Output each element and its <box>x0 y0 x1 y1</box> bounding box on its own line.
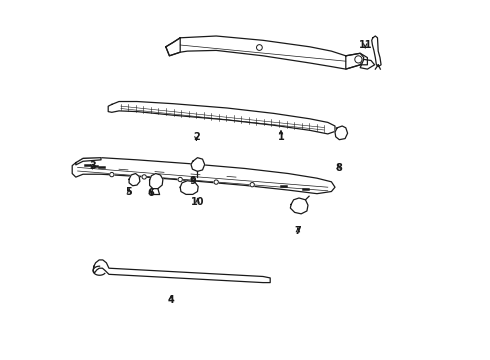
Text: 5: 5 <box>126 187 132 197</box>
Polygon shape <box>149 174 163 189</box>
Text: 1: 1 <box>278 132 284 142</box>
Polygon shape <box>335 126 347 140</box>
Text: 2: 2 <box>193 132 200 142</box>
Text: 10: 10 <box>191 197 204 207</box>
Polygon shape <box>108 102 335 134</box>
Text: 9: 9 <box>190 176 196 186</box>
Polygon shape <box>93 260 270 283</box>
Text: 6: 6 <box>147 188 154 198</box>
Text: 11: 11 <box>359 40 372 50</box>
Polygon shape <box>76 158 101 165</box>
Polygon shape <box>291 198 308 214</box>
Circle shape <box>178 177 182 182</box>
Polygon shape <box>191 158 205 171</box>
Polygon shape <box>372 36 381 67</box>
Circle shape <box>355 56 362 63</box>
Polygon shape <box>72 158 335 194</box>
Text: 4: 4 <box>168 294 174 305</box>
Text: 7: 7 <box>294 226 301 236</box>
Circle shape <box>257 45 262 50</box>
Polygon shape <box>129 174 140 186</box>
Polygon shape <box>180 181 198 194</box>
Circle shape <box>110 172 114 177</box>
Polygon shape <box>166 38 180 56</box>
Circle shape <box>214 180 219 184</box>
Circle shape <box>142 175 147 179</box>
Circle shape <box>250 183 254 187</box>
Polygon shape <box>360 59 374 69</box>
Polygon shape <box>166 36 364 69</box>
Text: 3: 3 <box>89 161 96 171</box>
Text: 8: 8 <box>335 163 342 173</box>
Polygon shape <box>346 53 368 69</box>
